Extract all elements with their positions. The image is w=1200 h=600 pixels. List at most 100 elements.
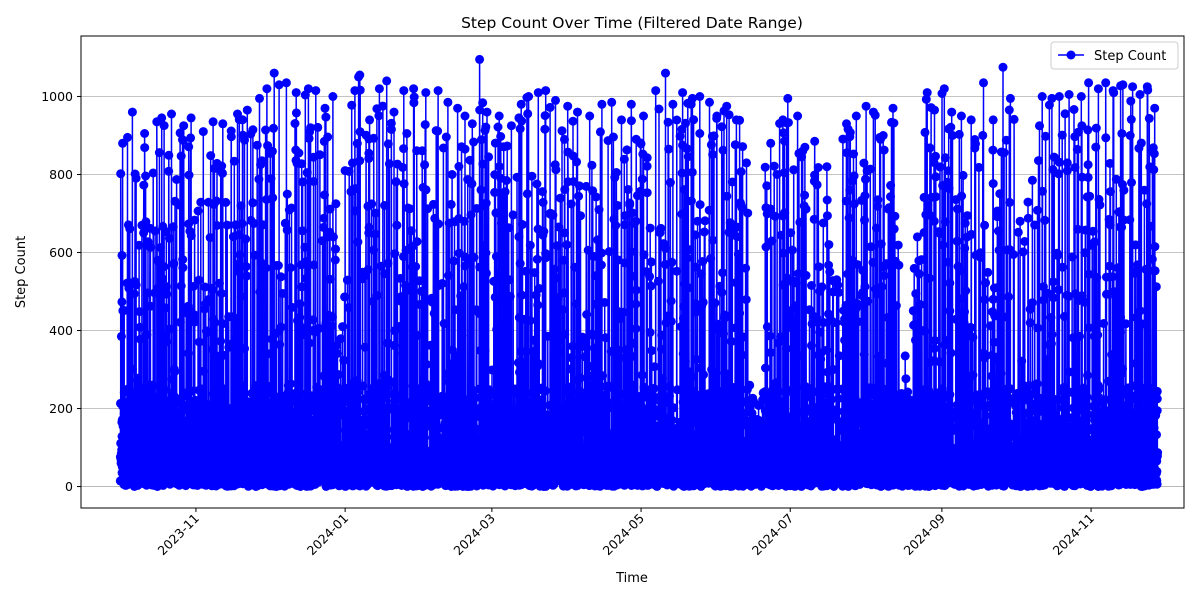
- data-point: [646, 281, 656, 291]
- data-point: [406, 285, 416, 295]
- data-point: [414, 276, 424, 286]
- data-point: [534, 284, 544, 293]
- data-point: [383, 139, 393, 149]
- data-point: [175, 317, 185, 327]
- data-point: [280, 218, 290, 228]
- data-point: [584, 361, 594, 371]
- data-point: [370, 229, 380, 239]
- data-point: [188, 282, 198, 291]
- data-point: [570, 262, 580, 272]
- data-point: [389, 340, 399, 350]
- data-point: [325, 204, 335, 214]
- data-point: [390, 249, 400, 259]
- data-point: [659, 438, 668, 448]
- data-point: [347, 100, 357, 110]
- data-point: [492, 324, 502, 334]
- data-point: [148, 168, 158, 178]
- data-point: [372, 291, 382, 300]
- data-point: [398, 162, 408, 172]
- data-point: [382, 383, 391, 393]
- data-point: [428, 199, 438, 209]
- data-point: [672, 115, 682, 125]
- data-point: [178, 255, 188, 265]
- data-point: [566, 199, 576, 209]
- data-point: [598, 371, 608, 381]
- data-point: [235, 250, 245, 260]
- data-point: [475, 54, 485, 64]
- data-point: [345, 422, 355, 432]
- data-point: [219, 350, 229, 360]
- data-point: [325, 274, 335, 284]
- data-point: [429, 308, 439, 318]
- data-point: [503, 396, 513, 406]
- data-point: [566, 353, 576, 363]
- data-point: [645, 223, 655, 233]
- data-point: [494, 162, 504, 171]
- data-point: [661, 68, 670, 78]
- data-point: [164, 166, 174, 176]
- data-point: [582, 310, 592, 319]
- data-point: [501, 176, 511, 185]
- data-point: [615, 438, 624, 448]
- data-point: [559, 255, 569, 265]
- data-point: [202, 328, 212, 338]
- data-point: [320, 421, 330, 431]
- data-point: [380, 269, 390, 279]
- data-point: [184, 304, 193, 314]
- data-point: [502, 369, 512, 378]
- data-point: [637, 174, 647, 184]
- data-point: [696, 269, 706, 279]
- data-point: [258, 220, 268, 230]
- data-point: [319, 213, 329, 223]
- data-point: [532, 254, 542, 264]
- data-point: [568, 116, 578, 126]
- data-point: [481, 268, 491, 278]
- data-point: [323, 377, 333, 387]
- data-point: [194, 275, 204, 285]
- data-point: [441, 132, 451, 142]
- data-point: [342, 275, 352, 285]
- data-point: [290, 409, 300, 419]
- data-point: [475, 262, 485, 272]
- data-point: [355, 156, 365, 166]
- data-point: [646, 257, 656, 267]
- data-point: [421, 88, 431, 98]
- data-point: [227, 438, 237, 447]
- data-point: [274, 80, 284, 90]
- data-point: [413, 331, 422, 340]
- data-point: [604, 247, 614, 257]
- data-point: [613, 201, 623, 210]
- data-point: [699, 370, 708, 380]
- data-point: [142, 288, 152, 298]
- series-markers: [115, 54, 1163, 491]
- data-point: [589, 251, 599, 261]
- data-point: [167, 109, 176, 119]
- data-point: [266, 174, 276, 184]
- data-point: [240, 344, 249, 354]
- data-point: [276, 272, 286, 282]
- data-point: [617, 115, 626, 125]
- data-point: [487, 365, 497, 375]
- data-point: [645, 327, 655, 337]
- data-point: [679, 185, 689, 195]
- data-point: [234, 230, 244, 240]
- data-point: [320, 190, 329, 200]
- data-point: [295, 299, 305, 309]
- data-point: [493, 122, 503, 132]
- data-point: [537, 396, 547, 406]
- data-point: [679, 313, 688, 323]
- data-point: [197, 384, 207, 394]
- data-point: [496, 276, 505, 286]
- data-point: [332, 341, 342, 350]
- data-point: [275, 340, 285, 350]
- data-point: [608, 132, 618, 142]
- data-series: [115, 54, 1163, 491]
- data-point: [388, 377, 398, 387]
- data-point: [676, 322, 686, 332]
- data-point: [243, 419, 252, 429]
- data-point: [500, 187, 510, 197]
- data-point: [193, 206, 203, 216]
- data-point: [585, 371, 595, 381]
- data-point: [353, 388, 362, 397]
- data-point: [626, 116, 636, 126]
